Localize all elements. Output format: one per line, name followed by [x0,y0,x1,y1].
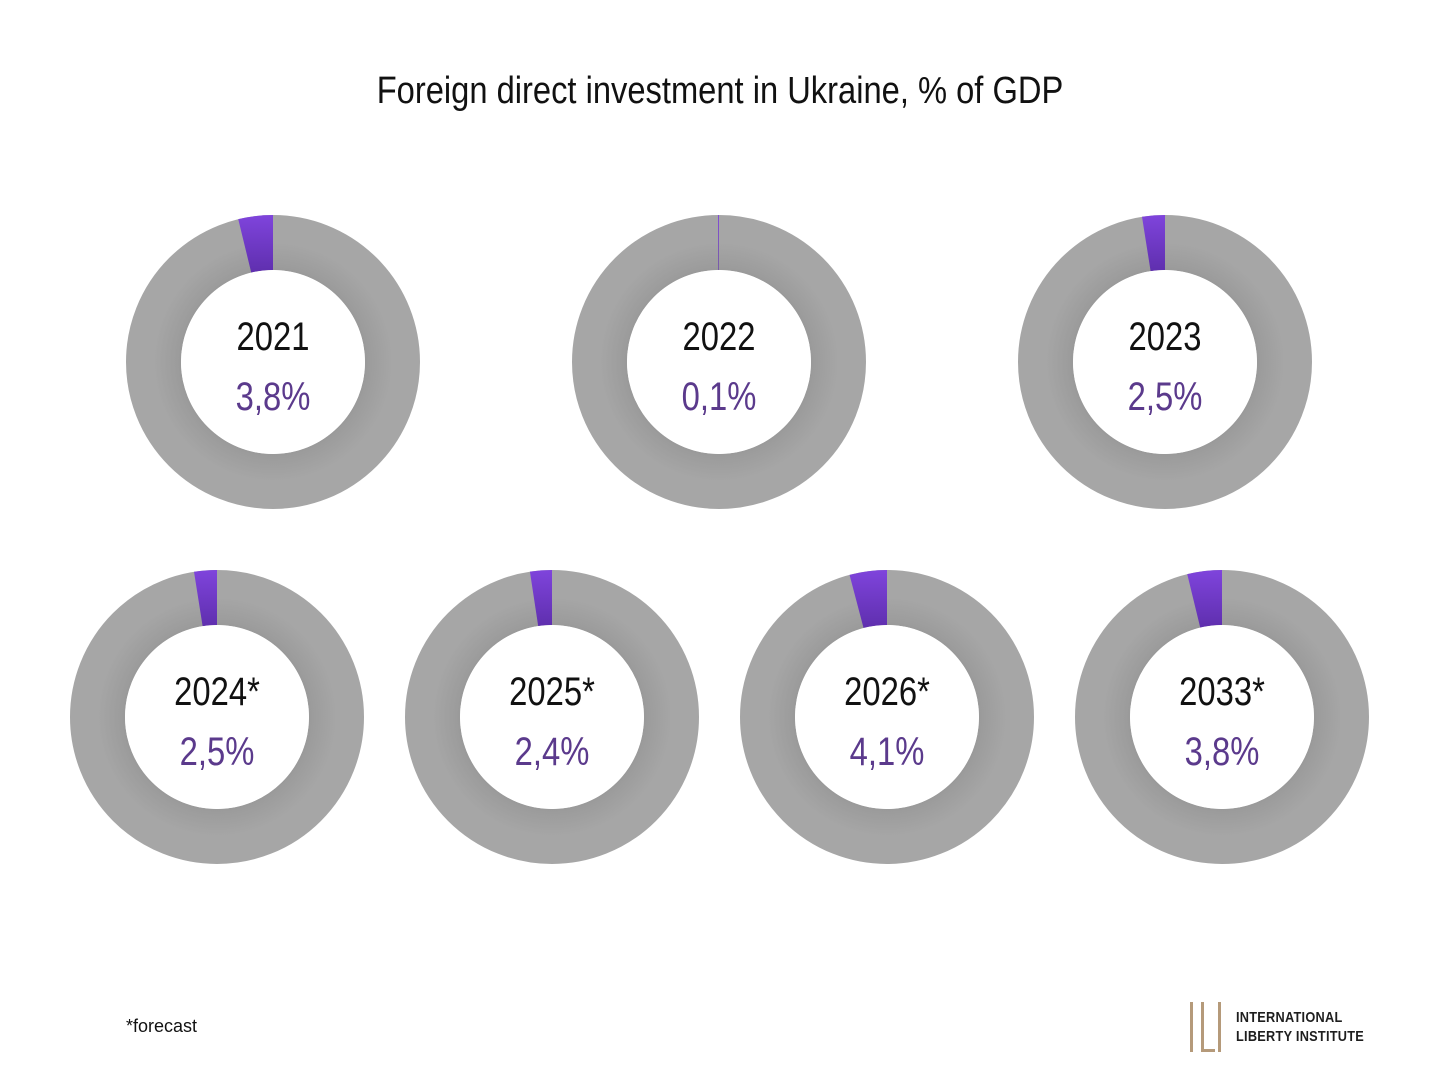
donut-2025-forecast: 2025* 2,4% [405,570,699,864]
donut-value-label: 4,1% [850,729,925,774]
donut-2021: 2021 3,8% [126,215,420,509]
donut-slice [1187,570,1222,628]
donut-hole [1073,270,1257,454]
donut-value-label: 3,8% [236,374,311,419]
donut-slice [849,570,887,629]
donut-hole [1130,625,1314,809]
ili-logo-icon [1190,1002,1221,1052]
logo-text: International Liberty Institute [1236,1008,1364,1046]
donut-year-label: 2025* [509,669,595,714]
donut-hole [795,625,979,809]
forecast-footnote: *forecast [126,1016,198,1036]
donut-year-label: 2021 [237,314,310,359]
donut-slice [194,570,217,627]
donut-year-label: 2026* [844,669,930,714]
donut-year-label: 2022 [683,314,756,359]
donut-2033-forecast: 2033* 3,8% [1075,570,1369,864]
institute-logo: International Liberty Institute [1188,1000,1378,1054]
donut-slice [529,570,552,627]
donut-2022: 2022 0,1% [572,215,866,509]
donut-year-label: 2023 [1129,314,1202,359]
donut-value-label: 0,1% [682,374,757,419]
donut-2026-forecast: 2026* 4,1% [740,570,1034,864]
donut-value-label: 3,8% [1185,729,1260,774]
donut-value-label: 2,5% [180,729,255,774]
donut-hole [181,270,365,454]
donut-year-label: 2033* [1179,669,1265,714]
donut-slice [1142,215,1165,272]
donut-value-label: 2,5% [1128,374,1203,419]
donut-hole [460,625,644,809]
donut-2024-forecast: 2024* 2,5% [70,570,364,864]
donut-hole [627,270,811,454]
donut-year-label: 2024* [174,669,260,714]
logo-line-2: Liberty Institute [1236,1028,1365,1045]
donut-slice [238,215,273,273]
donut-hole [125,625,309,809]
donut-2023: 2023 2,5% [1018,215,1312,509]
chart-title: Foreign direct investment in Ukraine, % … [376,70,1064,112]
donut-slice [718,215,719,271]
donut-value-label: 2,4% [515,729,590,774]
logo-line-1: International [1236,1009,1343,1026]
